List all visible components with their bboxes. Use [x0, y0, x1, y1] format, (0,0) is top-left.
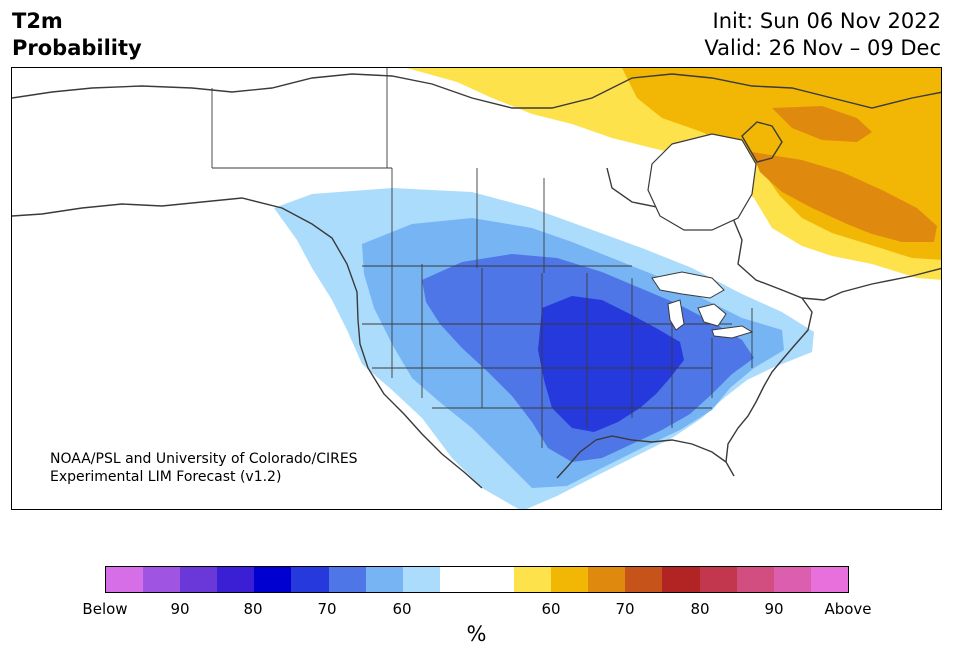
colorbar-tick-label: 90 [170, 600, 190, 618]
colorbar-units: % [466, 622, 487, 646]
colorbar-cell [551, 567, 589, 592]
great-lakes [651, 271, 754, 339]
colorbar-cell [143, 567, 181, 592]
credit-line-1: NOAA/PSL and University of Colorado/CIRE… [50, 451, 358, 467]
colorbar-cell [217, 567, 255, 592]
colorbar-tick-label: 70 [615, 600, 635, 618]
colorbar-tick-label: 90 [764, 600, 784, 618]
hudson-bay [647, 133, 757, 231]
colorbar-cell [588, 567, 626, 592]
map-title: T2m Probability [12, 8, 142, 62]
colorbar-cell [365, 567, 403, 592]
colorbar-cell [402, 567, 440, 592]
title-variable: T2m [12, 9, 63, 33]
credit-line-2: Experimental LIM Forecast (v1.2) [50, 469, 282, 485]
colorbar-cell [625, 567, 663, 592]
colorbar-cell [180, 567, 218, 592]
colorbar-cell [291, 567, 329, 592]
colorbar-cell [736, 567, 774, 592]
colorbar-tick-label: 60 [392, 600, 412, 618]
colorbar-tick-label: 60 [541, 600, 561, 618]
coastlines [12, 73, 941, 489]
init-date: Init: Sun 06 Nov 2022 [712, 9, 941, 33]
colorbar-tick-label: 80 [243, 600, 263, 618]
colorbar-cell [514, 567, 552, 592]
map-svg [12, 68, 941, 509]
colorbar-tick-label: Below [82, 600, 128, 618]
forecast-map: NOAA/PSL and University of Colorado/CIRE… [11, 67, 942, 510]
political-borders [211, 68, 753, 448]
colorbar-tick-label: 70 [317, 600, 337, 618]
colorbar-cell [254, 567, 292, 592]
credit-text: NOAA/PSL and University of Colorado/CIRE… [50, 450, 358, 486]
title-metric: Probability [12, 36, 142, 60]
date-info: Init: Sun 06 Nov 2022 Valid: 26 Nov – 09… [704, 8, 941, 62]
valid-range: Valid: 26 Nov – 09 Dec [704, 36, 941, 60]
above-70-patch [772, 106, 872, 142]
colorbar-cell [662, 567, 700, 592]
colorbar-cell [439, 567, 477, 592]
colorbar-cell [106, 567, 144, 592]
above-70-region [752, 152, 937, 242]
colorbar-tick-label: 80 [690, 600, 710, 618]
colorbar-cell [476, 567, 515, 592]
colorbar-cell [328, 567, 366, 592]
colorbar-cell [773, 567, 811, 592]
colorbar-tick-label: Above [824, 600, 872, 618]
colorbar-ticks: Below 90 80 70 60 60 70 80 90 Above [0, 600, 953, 620]
probability-colorbar [105, 566, 849, 593]
below-80-region [538, 296, 684, 432]
colorbar-cell [699, 567, 737, 592]
colorbar-cell [810, 567, 848, 592]
